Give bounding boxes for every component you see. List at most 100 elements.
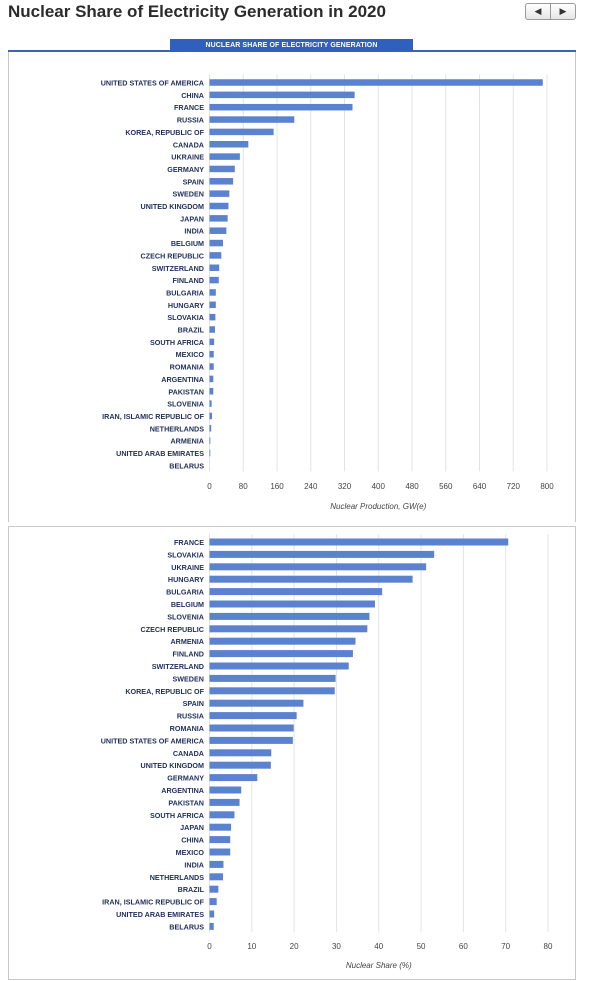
x-tick-label: 800 [540,482,554,491]
category-label: BRAZIL [178,326,205,335]
bar [209,774,258,782]
x-tick-label: 720 [507,482,521,491]
category-label: UKRAINE [171,563,204,572]
category-label: CZECH REPUBLIC [141,251,205,260]
bar [209,190,230,197]
bar [209,575,413,583]
bar [209,264,220,271]
bar [209,625,368,633]
category-label: ARGENTINA [161,786,204,795]
category-label: SPAIN [183,177,204,186]
chart-panel-share [8,526,576,980]
bar [209,363,214,370]
bar [209,885,219,893]
x-tick-label: 400 [372,482,386,491]
category-label: SLOVAKIA [167,550,204,559]
bar [209,848,231,856]
x-tick-label: 80 [239,482,248,491]
category-label: NETHERLANDS [150,424,205,433]
x-tick-label: 80 [544,942,553,951]
category-label: KOREA, REPUBLIC OF [125,687,204,696]
x-tick-label: 0 [207,942,212,951]
bar [209,227,227,234]
chevron-right-icon: ▶ [559,6,567,16]
next-button[interactable]: ▶ [550,4,575,19]
category-label: JAPAN [180,214,204,223]
bar [209,313,216,321]
bar [209,674,336,682]
chevron-left-icon: ◀ [534,6,542,16]
bar [209,650,353,658]
x-tick-label: 240 [304,482,318,491]
x-tick-label: 480 [405,482,419,491]
category-label: SWEDEN [172,190,204,199]
bar [209,724,294,732]
bar [209,239,223,247]
x-tick-label: 20 [290,942,299,951]
bar [209,252,222,259]
bar [209,350,214,358]
category-label: UNITED ARAB EMIRATES [116,449,204,458]
category-label: INDIA [184,860,204,869]
x-tick-label: 10 [247,942,256,951]
bar [209,375,214,383]
category-label: UNITED STATES OF AMERICA [101,736,204,745]
bar [209,449,211,457]
bar [209,612,370,620]
bar [209,437,211,444]
chart-banner: NUCLEAR SHARE OF ELECTRICITY GENERATION [170,39,413,52]
category-label: FRANCE [174,103,204,112]
pager-nav: ◀ ▶ [525,3,576,20]
category-label: SOUTH AFRICA [150,811,204,820]
bar [209,538,509,546]
bar [209,141,249,148]
category-label: KOREA, REPUBLIC OF [125,128,204,137]
bar [209,91,355,99]
bar [209,563,427,571]
category-label: BELGIUM [171,600,204,609]
category-label: UNITED KINGDOM [141,761,205,770]
category-label: UKRAINE [171,153,204,162]
page-title: Nuclear Share of Electricity Generation … [8,2,386,21]
category-label: SLOVENIA [167,400,204,409]
category-label: RUSSIA [177,116,204,125]
category-label: SOUTH AFRICA [150,338,204,347]
category-label: CANADA [173,140,204,149]
category-label: CZECH REPUBLIC [141,625,205,634]
bar [209,116,295,123]
category-label: FRANCE [174,538,204,547]
x-tick-label: 40 [374,942,383,951]
x-axis-title: Nuclear Production, GW(e) [330,502,426,511]
category-label: FINLAND [172,650,204,659]
category-label: ARGENTINA [161,375,204,384]
category-label: BULGARIA [166,288,204,297]
category-label: SLOVENIA [167,612,204,621]
bar [209,662,349,670]
category-label: CHINA [181,836,204,845]
bar [209,712,297,720]
category-label: PAKISTAN [168,387,204,396]
category-label: CHINA [181,91,204,100]
category-label: INDIA [184,227,204,236]
bar [209,898,217,906]
category-label: UNITED KINGDOM [141,202,205,211]
bar [209,922,214,930]
x-tick-label: 0 [207,482,212,491]
category-label: SWITZERLAND [152,264,204,273]
category-label: UNITED ARAB EMIRATES [116,910,204,919]
bar [209,860,224,868]
prev-button[interactable]: ◀ [526,4,550,19]
bar [209,736,293,744]
bar [209,786,242,794]
bar [209,289,216,296]
x-tick-label: 70 [501,942,510,951]
category-label: GERMANY [167,165,204,174]
category-label: MEXICO [176,350,205,359]
category-label: HUNGARY [168,575,204,584]
category-label: ARMENIA [170,437,204,446]
bar [209,836,231,844]
bar [209,425,212,432]
x-tick-label: 160 [270,482,284,491]
bar [209,550,435,558]
bar [209,215,228,222]
